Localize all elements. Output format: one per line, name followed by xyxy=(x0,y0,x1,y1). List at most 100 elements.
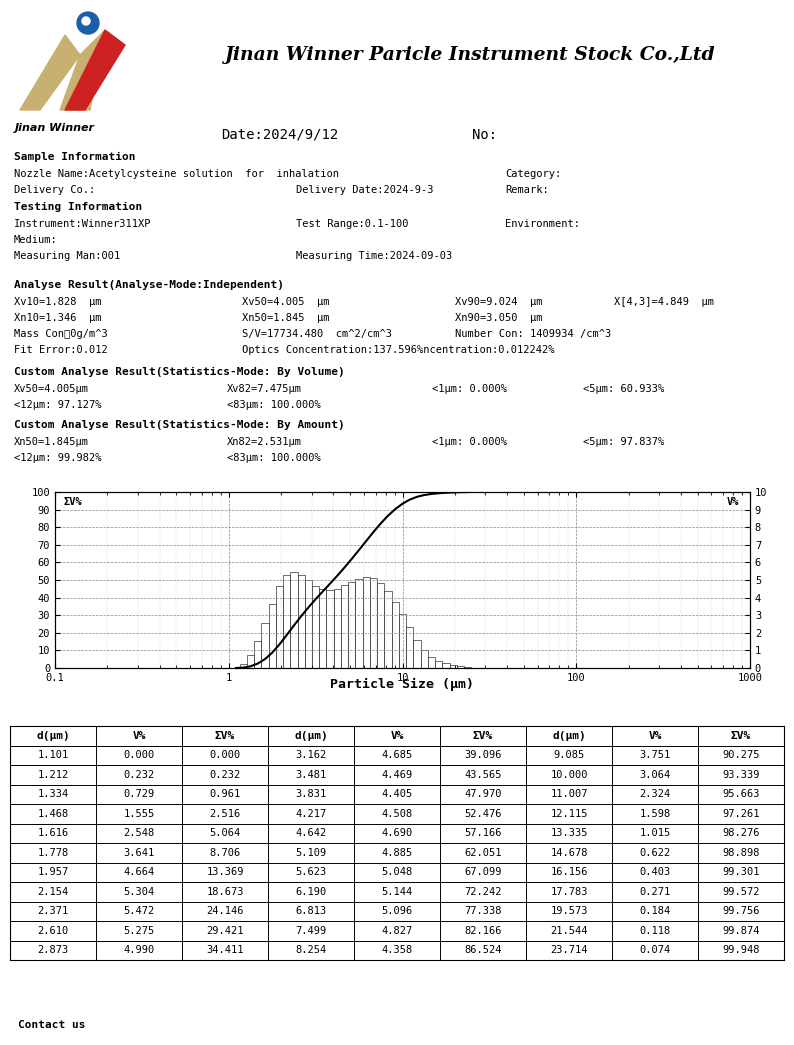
Bar xyxy=(341,585,349,668)
Text: <5μm: 97.837%: <5μm: 97.837% xyxy=(583,437,664,447)
Text: V%: V% xyxy=(727,497,739,507)
Text: Nozzle Name:Acetylcysteine solution  for  inhalation: Nozzle Name:Acetylcysteine solution for … xyxy=(13,169,339,179)
Text: 2.324: 2.324 xyxy=(639,789,671,799)
Bar xyxy=(326,590,333,668)
Text: Xv82=7.475μm: Xv82=7.475μm xyxy=(227,384,302,394)
Text: 3.831: 3.831 xyxy=(295,789,326,799)
Text: Delivery Date:2024-9-3: Delivery Date:2024-9-3 xyxy=(296,185,434,195)
Text: 39.096: 39.096 xyxy=(464,750,502,761)
Text: Medium:: Medium: xyxy=(13,235,58,245)
Bar xyxy=(377,583,384,668)
Text: 97.261: 97.261 xyxy=(723,809,760,818)
Text: Jinan Winner Paricle Instrument Stock Co.,Ltd: Jinan Winner Paricle Instrument Stock Co… xyxy=(225,46,715,64)
Text: 4.685: 4.685 xyxy=(381,750,413,761)
Text: 4.827: 4.827 xyxy=(381,926,413,935)
Text: 0.074: 0.074 xyxy=(639,946,671,955)
Text: Testing Information: Testing Information xyxy=(13,202,142,212)
Text: V%: V% xyxy=(133,730,146,741)
Bar xyxy=(356,579,363,668)
Text: Custom Analyse Result(Statistics-Mode: By Amount): Custom Analyse Result(Statistics-Mode: B… xyxy=(13,419,345,429)
Text: 98.276: 98.276 xyxy=(723,829,760,838)
Text: 99.756: 99.756 xyxy=(723,906,760,916)
Text: Xv50=4.005μm: Xv50=4.005μm xyxy=(13,384,89,394)
Text: 0.232: 0.232 xyxy=(210,770,241,780)
Text: Sample Information: Sample Information xyxy=(13,152,135,162)
Bar xyxy=(421,650,428,668)
Bar xyxy=(319,589,326,668)
Text: 98.898: 98.898 xyxy=(723,847,760,858)
Text: 1.212: 1.212 xyxy=(37,770,68,780)
Text: <1μm: 0.000%: <1μm: 0.000% xyxy=(432,437,507,447)
Text: 99.572: 99.572 xyxy=(723,887,760,897)
Text: Xn50=1.845  μm: Xn50=1.845 μm xyxy=(242,314,330,323)
Text: ΣV%: ΣV% xyxy=(730,730,751,741)
Text: 9.085: 9.085 xyxy=(553,750,584,761)
Text: Number Con: 1409934 /cm^3: Number Con: 1409934 /cm^3 xyxy=(455,329,611,339)
Text: 3.641: 3.641 xyxy=(123,847,155,858)
Text: Xn82=2.531μm: Xn82=2.531μm xyxy=(227,437,302,447)
Bar xyxy=(333,588,341,668)
Text: 23.714: 23.714 xyxy=(550,946,588,955)
Text: S/V=17734.480  cm^2/cm^3: S/V=17734.480 cm^2/cm^3 xyxy=(242,329,392,339)
Text: Instrument:Winner311XP: Instrument:Winner311XP xyxy=(13,219,152,229)
Text: 11.007: 11.007 xyxy=(550,789,588,799)
Text: 7.499: 7.499 xyxy=(295,926,326,935)
Text: 67.099: 67.099 xyxy=(464,867,502,877)
Text: 52.476: 52.476 xyxy=(464,809,502,818)
Text: Particle Size (μm): Particle Size (μm) xyxy=(330,677,475,691)
Text: 1.101: 1.101 xyxy=(37,750,68,761)
Bar xyxy=(291,572,298,668)
Text: 5.275: 5.275 xyxy=(123,926,155,935)
Bar xyxy=(349,582,356,668)
Text: 0.232: 0.232 xyxy=(123,770,155,780)
Text: d(μm): d(μm) xyxy=(294,730,328,741)
Text: ΣV%: ΣV% xyxy=(64,497,82,507)
Bar xyxy=(283,575,291,668)
Text: 1.957: 1.957 xyxy=(37,867,68,877)
Text: V%: V% xyxy=(648,730,661,741)
Text: 17.783: 17.783 xyxy=(550,887,588,897)
Text: 1.468: 1.468 xyxy=(37,809,68,818)
Text: 3.064: 3.064 xyxy=(639,770,671,780)
Bar xyxy=(464,667,472,668)
Text: Fit Error:0.012: Fit Error:0.012 xyxy=(13,345,108,355)
Text: X[4,3]=4.849  μm: X[4,3]=4.849 μm xyxy=(614,297,714,307)
Text: 1.616: 1.616 xyxy=(37,829,68,838)
Bar xyxy=(370,578,377,668)
Bar xyxy=(363,578,370,668)
Text: 86.524: 86.524 xyxy=(464,946,502,955)
Text: d(μm): d(μm) xyxy=(36,730,70,741)
Text: Category:: Category: xyxy=(505,169,561,179)
Bar xyxy=(414,640,421,668)
Circle shape xyxy=(82,17,90,25)
Text: No:: No: xyxy=(472,127,497,142)
Bar xyxy=(384,591,391,668)
Bar xyxy=(276,586,283,668)
Bar xyxy=(457,666,464,668)
Text: Remark:: Remark: xyxy=(505,185,549,195)
Bar xyxy=(305,580,312,668)
Text: <83μm: 100.000%: <83μm: 100.000% xyxy=(227,452,321,463)
Text: 2.516: 2.516 xyxy=(210,809,241,818)
Text: Custom Analyse Result(Statistics-Mode: By Volume): Custom Analyse Result(Statistics-Mode: B… xyxy=(13,367,345,376)
Polygon shape xyxy=(20,34,80,110)
Bar xyxy=(298,575,305,668)
Text: 0.000: 0.000 xyxy=(210,750,241,761)
Text: 4.358: 4.358 xyxy=(381,946,413,955)
Bar xyxy=(247,655,254,668)
Text: Optics Concentration:137.596%ncentration:0.012242%: Optics Concentration:137.596%ncentration… xyxy=(242,345,555,355)
Text: 95.663: 95.663 xyxy=(723,789,760,799)
Text: 1.598: 1.598 xyxy=(639,809,671,818)
Text: 5.064: 5.064 xyxy=(210,829,241,838)
Text: <83μm: 100.000%: <83μm: 100.000% xyxy=(227,400,321,410)
Text: 2.371: 2.371 xyxy=(37,906,68,916)
Text: 29.421: 29.421 xyxy=(206,926,244,935)
Text: 5.109: 5.109 xyxy=(295,847,326,858)
Text: Measuring Man:001: Measuring Man:001 xyxy=(13,251,120,261)
Bar xyxy=(428,657,435,668)
Bar xyxy=(254,641,261,668)
Text: 5.096: 5.096 xyxy=(381,906,413,916)
Text: Xv90=9.024  μm: Xv90=9.024 μm xyxy=(455,297,542,307)
Text: Xn50=1.845μm: Xn50=1.845μm xyxy=(13,437,89,447)
Text: 5.472: 5.472 xyxy=(123,906,155,916)
